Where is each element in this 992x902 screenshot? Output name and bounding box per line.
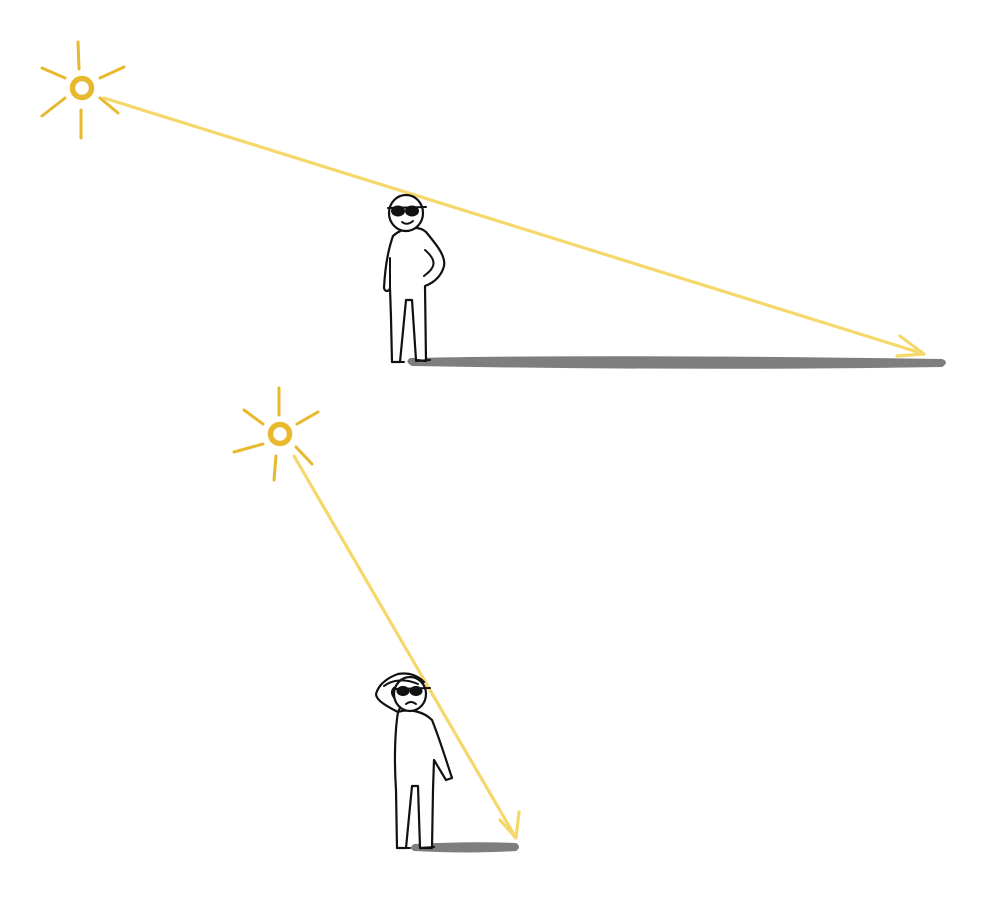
person-shading-eyes bbox=[374, 672, 454, 850]
short-shadow bbox=[411, 842, 519, 853]
scene-low-sun bbox=[40, 40, 946, 369]
sunglasses bbox=[387, 205, 427, 217]
sun-icon bbox=[232, 386, 320, 482]
light-ray-arrow bbox=[292, 454, 521, 840]
light-ray-arrow bbox=[102, 96, 926, 358]
long-shadow bbox=[407, 356, 946, 369]
person-hand-on-hip bbox=[382, 193, 446, 364]
sunglasses bbox=[393, 685, 431, 697]
scene-high-sun bbox=[232, 386, 521, 853]
sun-icon bbox=[40, 40, 126, 140]
